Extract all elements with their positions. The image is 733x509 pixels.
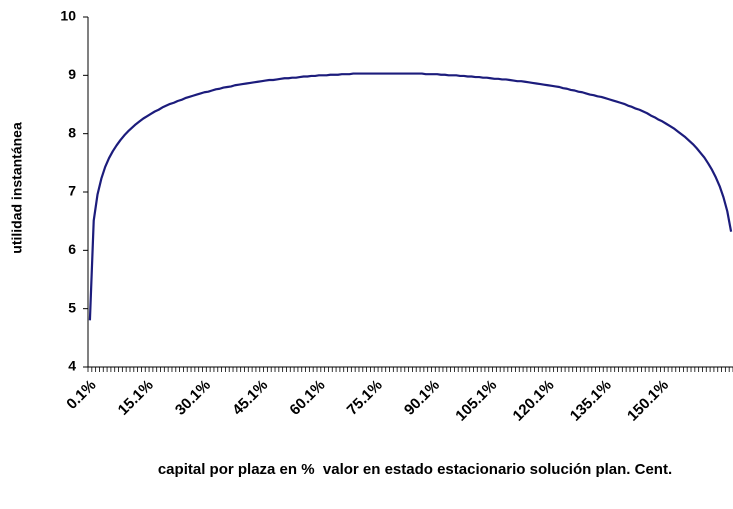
x-tick-label: 150.1% bbox=[624, 377, 672, 425]
y-axis-label: utilidad instantánea bbox=[9, 122, 25, 254]
x-tick-label: 30.1% bbox=[172, 377, 214, 419]
y-tick-label: 4 bbox=[68, 358, 76, 374]
line bbox=[88, 72, 733, 321]
x-tick-label: 120.1% bbox=[510, 377, 558, 425]
x-tick-label: 90.1% bbox=[401, 377, 443, 419]
y-tick-label: 9 bbox=[68, 66, 76, 82]
x-tick-label: 0.1% bbox=[63, 377, 99, 413]
y-tick-label: 5 bbox=[68, 299, 76, 315]
x-tick-label: 15.1% bbox=[115, 377, 157, 419]
y-tick-label: 8 bbox=[68, 124, 76, 140]
x-tick-label: 75.1% bbox=[344, 377, 386, 419]
x-tick-label: 105.1% bbox=[452, 377, 500, 425]
y-tick-label: 7 bbox=[68, 183, 76, 199]
x-tick-label: 60.1% bbox=[286, 377, 328, 419]
x-axis-label: capital por plaza en % valor en estado e… bbox=[157, 461, 673, 478]
y-tick-label: 10 bbox=[60, 8, 76, 24]
x-tick-label: 135.1% bbox=[567, 377, 615, 425]
x-tick-label: 45.1% bbox=[229, 377, 271, 419]
y-tick-label: 6 bbox=[68, 241, 76, 257]
